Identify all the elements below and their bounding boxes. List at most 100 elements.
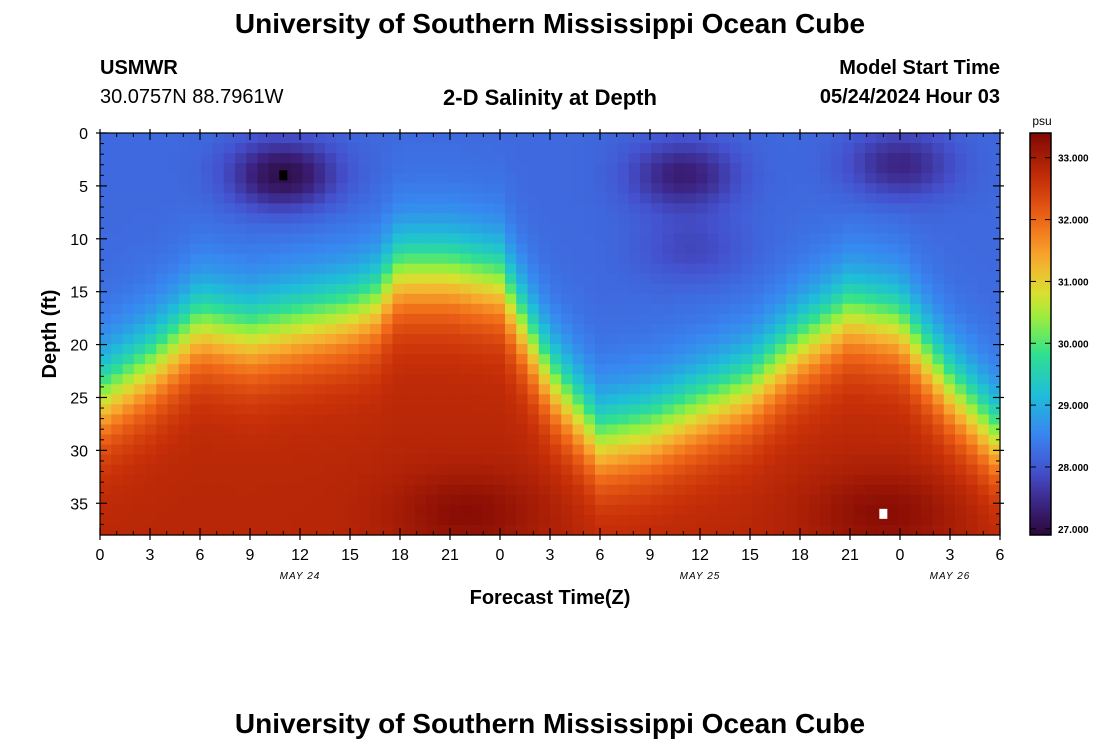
heatmap-cell — [145, 253, 157, 265]
heatmap-cell — [178, 203, 191, 214]
heatmap-cell — [797, 253, 810, 265]
heatmap-cell — [820, 484, 832, 496]
heatmap-cell — [460, 223, 472, 235]
heatmap-cell — [325, 364, 337, 375]
heatmap-cell — [111, 484, 124, 496]
heatmap-cell — [595, 414, 607, 426]
heatmap-cell — [122, 444, 135, 456]
heatmap-cell — [370, 283, 382, 295]
heatmap-cell — [347, 303, 360, 315]
heatmap-cell — [471, 504, 484, 516]
heatmap-cell — [133, 143, 146, 154]
heatmap-cell — [505, 344, 517, 355]
heatmap-cell — [392, 153, 405, 164]
heatmap-cell — [392, 474, 405, 486]
heatmap-cell — [448, 454, 461, 466]
heatmap-cell — [111, 223, 124, 235]
heatmap-cell — [358, 464, 371, 476]
heatmap-cell — [752, 283, 765, 295]
heatmap-cell — [775, 414, 787, 426]
heatmap-cell — [876, 434, 889, 446]
heatmap-cell — [741, 444, 754, 456]
heatmap-cell — [752, 444, 765, 456]
heatmap-cell — [583, 434, 596, 446]
heatmap-cell — [831, 133, 844, 144]
heatmap-cell — [291, 484, 304, 496]
heatmap-cell — [426, 384, 439, 395]
heatmap-cell — [696, 334, 709, 345]
heatmap-cell — [831, 233, 844, 245]
heatmap-cell — [505, 323, 517, 335]
heatmap-cell — [640, 474, 652, 486]
heatmap-cell — [662, 193, 675, 204]
heatmap-cell — [943, 283, 956, 295]
heatmap-cell — [786, 434, 799, 446]
heatmap-cell — [651, 133, 664, 144]
heatmap-cell — [640, 233, 652, 245]
heatmap-cell — [628, 384, 641, 395]
heatmap-cell — [696, 514, 709, 526]
heatmap-cell — [763, 313, 776, 325]
heatmap-cell — [325, 434, 337, 446]
heatmap-cell — [437, 364, 450, 375]
heatmap-cell — [786, 354, 799, 365]
heatmap-cell — [133, 273, 146, 285]
heatmap-cell — [640, 354, 652, 365]
heatmap-cell — [696, 354, 709, 365]
heatmap-cell — [235, 504, 247, 516]
heatmap-cell — [291, 414, 304, 426]
heatmap-cell — [775, 323, 787, 335]
heatmap-cell — [156, 464, 169, 476]
heatmap-cell — [910, 394, 922, 405]
heatmap-cell — [741, 344, 754, 355]
heatmap-cell — [257, 223, 270, 235]
heatmap-cell — [865, 153, 877, 164]
heatmap-cell — [392, 484, 405, 496]
heatmap-cell — [415, 404, 427, 415]
heatmap-cell — [100, 474, 112, 486]
heatmap-cell — [640, 163, 652, 174]
heatmap-cell — [403, 273, 416, 285]
heatmap-cell — [223, 524, 236, 536]
heatmap-cell — [820, 474, 832, 486]
heatmap-cell — [505, 464, 517, 476]
heatmap-cell — [820, 203, 832, 214]
heatmap-cell — [347, 374, 360, 385]
heatmap-cell — [403, 133, 416, 144]
heatmap-cell — [156, 484, 169, 496]
heatmap-cell — [617, 283, 630, 295]
heatmap-cell — [257, 293, 270, 305]
heatmap-cell — [167, 133, 180, 144]
heatmap-cell — [516, 283, 529, 295]
heatmap-cell — [707, 384, 720, 395]
heatmap-cell — [550, 434, 562, 446]
heatmap-cell — [662, 384, 675, 395]
heatmap-cell — [167, 334, 180, 345]
heatmap-cell — [223, 514, 236, 526]
heatmap-cell — [392, 253, 405, 265]
heatmap-cell — [133, 163, 146, 174]
heatmap-cell — [403, 334, 416, 345]
heatmap-cell — [358, 213, 371, 225]
heatmap-cell — [291, 213, 304, 225]
heatmap-cell — [988, 223, 1001, 235]
heatmap-cell — [842, 444, 855, 456]
heatmap-cell — [167, 344, 180, 355]
heatmap-cell — [392, 334, 405, 345]
heatmap-cell — [842, 354, 855, 365]
heatmap-cell — [966, 283, 979, 295]
heatmap-cell — [122, 394, 135, 405]
heatmap-cell — [628, 344, 641, 355]
heatmap-cell — [921, 334, 934, 345]
heatmap-cell — [223, 464, 236, 476]
heatmap-cell — [595, 404, 607, 415]
heatmap-cell — [752, 313, 765, 325]
heatmap-cell — [876, 524, 889, 536]
heatmap-cell — [527, 133, 540, 144]
heatmap-cell — [437, 293, 450, 305]
heatmap-cell — [910, 173, 922, 184]
heatmap-cell — [775, 233, 787, 245]
heatmap-cell — [752, 494, 765, 506]
heatmap-cell — [460, 283, 472, 295]
heatmap-cell — [640, 313, 652, 325]
